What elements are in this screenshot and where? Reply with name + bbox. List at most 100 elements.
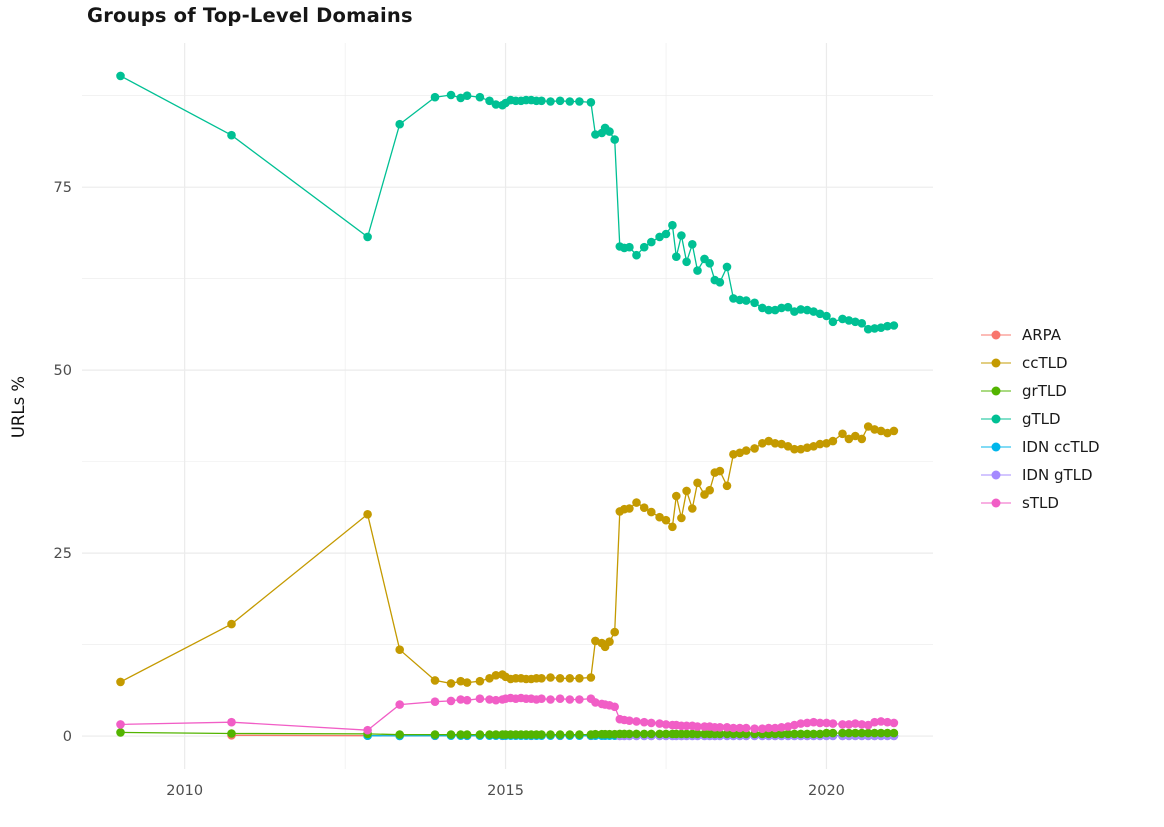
- data-point-stld: [363, 725, 372, 735]
- data-point-gtld: [639, 242, 649, 252]
- data-point-gtld: [863, 324, 873, 334]
- data-point-cctld: [682, 486, 691, 496]
- data-point-grtld: [491, 730, 501, 739]
- data-point-grtld: [722, 729, 732, 739]
- data-point-gtld: [889, 321, 899, 330]
- legend-key-idn-cctld: [981, 442, 1011, 452]
- data-point-stld: [661, 720, 671, 729]
- data-point-cctld: [705, 485, 714, 495]
- data-point-grtld: [815, 729, 825, 739]
- x-tick-label: 2020: [808, 783, 845, 799]
- data-point-grtld: [537, 730, 546, 739]
- legend-item-gtld: gTLD: [979, 405, 1100, 433]
- data-point-gtld: [688, 240, 697, 249]
- legend-key-grtld: [981, 386, 1011, 396]
- legend-key-idn-gtld: [981, 470, 1011, 480]
- data-point-cctld: [462, 678, 472, 687]
- data-point-cctld: [777, 439, 786, 449]
- data-point-grtld: [883, 728, 892, 738]
- data-point-stld: [729, 723, 738, 733]
- legend-item-idn-cctld: IDN ccTLD: [979, 433, 1100, 461]
- y-axis-title: URLs %: [9, 375, 28, 439]
- chart-title: Groups of Top-Level Domains: [87, 4, 413, 27]
- data-point-gtld: [546, 97, 555, 106]
- legend-item-grtld: grTLD: [979, 377, 1100, 405]
- data-point-gtld: [668, 220, 677, 230]
- data-point-gtld: [764, 305, 773, 315]
- data-point-cctld: [575, 674, 584, 683]
- data-point-gtld: [430, 92, 440, 102]
- data-point-stld: [844, 720, 854, 729]
- legend-label-gtld: gTLD: [1022, 410, 1061, 428]
- data-point-gtld: [857, 319, 867, 328]
- data-point-grtld: [876, 728, 886, 738]
- data-point-grtld: [475, 730, 485, 739]
- data-point-stld: [116, 720, 125, 729]
- data-point-stld: [462, 695, 472, 705]
- data-point-stld: [647, 718, 656, 728]
- data-point-gtld: [485, 96, 494, 106]
- data-point-grtld: [838, 728, 847, 738]
- data-point-cctld: [395, 645, 405, 654]
- data-point-stld: [777, 723, 786, 732]
- data-point-gtld: [672, 252, 681, 261]
- data-point-stld: [863, 720, 873, 730]
- data-point-stld: [693, 722, 702, 731]
- y-tick-label: 75: [54, 180, 72, 196]
- legend-label-arpa: ARPA: [1022, 326, 1062, 344]
- data-point-stld: [655, 719, 664, 728]
- data-point-gtld: [625, 242, 634, 252]
- data-point-cctld: [863, 422, 873, 431]
- data-point-grtld: [625, 729, 634, 739]
- data-point-stld: [764, 723, 773, 733]
- legend-label-grtld: grTLD: [1022, 382, 1067, 400]
- data-point-stld: [838, 720, 847, 729]
- data-point-gtld: [735, 295, 745, 305]
- data-point-grtld: [777, 729, 786, 739]
- data-point-cctld: [815, 439, 825, 449]
- data-point-grtld: [462, 730, 472, 739]
- data-point-grtld: [863, 728, 873, 738]
- data-point-grtld: [639, 729, 649, 739]
- data-point-stld: [722, 723, 732, 732]
- data-point-stld: [889, 718, 899, 728]
- data-point-cctld: [655, 512, 664, 522]
- data-point-grtld: [870, 728, 879, 738]
- data-point-gtld: [844, 316, 854, 325]
- data-point-gtld: [655, 232, 664, 242]
- data-point-cctld: [668, 522, 677, 532]
- legend-item-stld: sTLD: [979, 489, 1100, 517]
- data-point-grtld: [632, 729, 641, 739]
- data-point-grtld: [395, 730, 405, 739]
- data-point-grtld: [661, 729, 671, 739]
- legend-label-stld: sTLD: [1022, 494, 1059, 512]
- data-point-grtld: [456, 730, 466, 739]
- data-point-grtld: [591, 729, 600, 739]
- data-point-cctld: [546, 673, 555, 682]
- legend-label-idn-cctld: IDN ccTLD: [1022, 438, 1100, 456]
- data-point-cctld: [430, 676, 440, 685]
- data-point-stld: [809, 717, 818, 727]
- data-point-cctld: [647, 507, 656, 517]
- data-point-gtld: [783, 302, 793, 312]
- data-point-gtld: [750, 298, 759, 308]
- legend-label-idn-gtld: IDN gTLD: [1022, 466, 1093, 484]
- data-point-gtld: [605, 127, 614, 136]
- data-point-stld: [546, 695, 555, 704]
- data-point-cctld: [802, 443, 812, 453]
- data-point-gtld: [227, 130, 236, 140]
- data-point-grtld: [715, 729, 725, 739]
- data-point-stld: [485, 695, 494, 704]
- data-point-stld: [802, 718, 812, 728]
- data-point-grtld: [575, 730, 584, 739]
- data-point-cctld: [491, 671, 501, 680]
- data-point-cctld: [446, 679, 456, 688]
- data-point-stld: [456, 695, 466, 704]
- data-point-cctld: [610, 627, 619, 637]
- data-point-stld: [750, 724, 759, 733]
- data-point-stld: [735, 723, 745, 733]
- data-point-grtld: [802, 729, 812, 739]
- y-tick-label: 25: [54, 546, 72, 562]
- data-point-stld: [537, 694, 546, 703]
